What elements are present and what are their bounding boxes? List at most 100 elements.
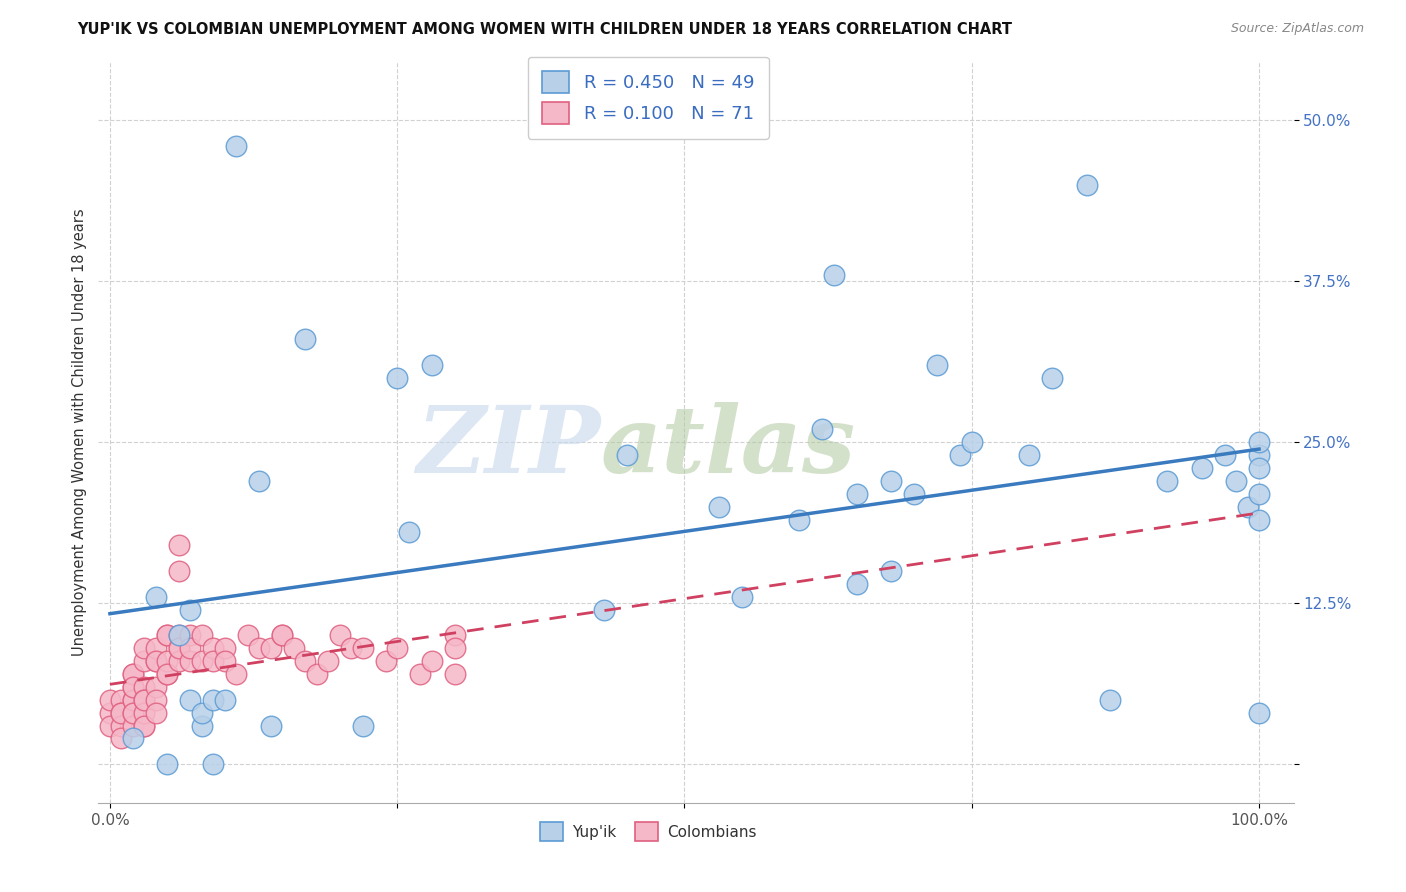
- Point: [294, 332, 316, 346]
- Point: [179, 628, 201, 642]
- Point: [283, 641, 305, 656]
- Point: [145, 706, 167, 720]
- Point: [374, 654, 396, 668]
- Point: [593, 602, 616, 616]
- Point: [134, 718, 156, 732]
- Point: [1018, 448, 1040, 462]
- Point: [202, 757, 225, 772]
- Point: [134, 693, 156, 707]
- Point: [122, 693, 145, 707]
- Point: [823, 268, 845, 282]
- Point: [145, 680, 167, 694]
- Point: [880, 474, 903, 488]
- Point: [156, 654, 179, 668]
- Point: [167, 654, 190, 668]
- Legend: Yup'ik, Colombians: Yup'ik, Colombians: [534, 816, 762, 847]
- Point: [305, 667, 328, 681]
- Point: [225, 667, 247, 681]
- Point: [385, 641, 409, 656]
- Point: [110, 731, 132, 746]
- Point: [811, 422, 834, 436]
- Text: YUP'IK VS COLOMBIAN UNEMPLOYMENT AMONG WOMEN WITH CHILDREN UNDER 18 YEARS CORREL: YUP'IK VS COLOMBIAN UNEMPLOYMENT AMONG W…: [77, 22, 1012, 37]
- Point: [443, 667, 465, 681]
- Point: [707, 500, 730, 514]
- Point: [845, 487, 868, 501]
- Point: [191, 654, 214, 668]
- Point: [352, 718, 374, 732]
- Point: [1247, 706, 1270, 720]
- Point: [191, 628, 214, 642]
- Point: [789, 512, 811, 526]
- Point: [352, 641, 374, 656]
- Point: [960, 435, 983, 450]
- Text: ZIP: ZIP: [416, 402, 600, 492]
- Point: [398, 525, 420, 540]
- Point: [1247, 448, 1270, 462]
- Point: [145, 654, 167, 668]
- Point: [420, 654, 443, 668]
- Point: [98, 693, 121, 707]
- Text: atlas: atlas: [600, 402, 856, 492]
- Y-axis label: Unemployment Among Women with Children Under 18 years: Unemployment Among Women with Children U…: [72, 209, 87, 657]
- Point: [214, 641, 236, 656]
- Point: [420, 358, 443, 372]
- Point: [271, 628, 294, 642]
- Point: [167, 564, 190, 578]
- Point: [134, 654, 156, 668]
- Point: [260, 718, 283, 732]
- Point: [214, 693, 236, 707]
- Point: [191, 706, 214, 720]
- Point: [202, 693, 225, 707]
- Point: [156, 628, 179, 642]
- Point: [903, 487, 925, 501]
- Point: [731, 590, 754, 604]
- Point: [167, 641, 190, 656]
- Point: [1247, 487, 1270, 501]
- Point: [122, 718, 145, 732]
- Point: [191, 718, 214, 732]
- Point: [167, 628, 190, 642]
- Point: [247, 641, 270, 656]
- Point: [247, 474, 270, 488]
- Point: [1247, 461, 1270, 475]
- Point: [949, 448, 972, 462]
- Point: [145, 590, 167, 604]
- Point: [134, 693, 156, 707]
- Point: [145, 641, 167, 656]
- Point: [1247, 435, 1270, 450]
- Point: [167, 628, 190, 642]
- Point: [145, 654, 167, 668]
- Point: [122, 680, 145, 694]
- Point: [122, 667, 145, 681]
- Point: [134, 706, 156, 720]
- Point: [179, 641, 201, 656]
- Point: [156, 667, 179, 681]
- Point: [156, 628, 179, 642]
- Point: [271, 628, 294, 642]
- Point: [179, 602, 201, 616]
- Point: [134, 680, 156, 694]
- Point: [845, 577, 868, 591]
- Point: [409, 667, 432, 681]
- Point: [202, 641, 225, 656]
- Point: [110, 693, 132, 707]
- Point: [122, 706, 145, 720]
- Point: [167, 641, 190, 656]
- Point: [167, 538, 190, 552]
- Point: [1225, 474, 1247, 488]
- Point: [122, 706, 145, 720]
- Point: [202, 654, 225, 668]
- Point: [1213, 448, 1236, 462]
- Point: [225, 139, 247, 153]
- Point: [122, 667, 145, 681]
- Point: [1076, 178, 1098, 192]
- Point: [110, 706, 132, 720]
- Point: [122, 693, 145, 707]
- Point: [385, 371, 409, 385]
- Point: [134, 641, 156, 656]
- Point: [260, 641, 283, 656]
- Point: [110, 718, 132, 732]
- Point: [1040, 371, 1063, 385]
- Point: [98, 718, 121, 732]
- Point: [1156, 474, 1178, 488]
